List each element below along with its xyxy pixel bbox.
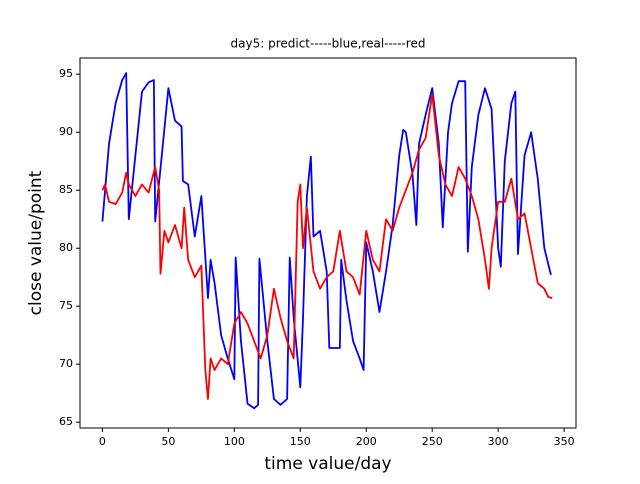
y-axis-label: close value/point [26, 170, 46, 315]
series-line [101, 72, 552, 410]
y-tick-label: 75 [59, 299, 73, 312]
x-tick-label: 50 [161, 435, 175, 448]
x-tick-label: 100 [224, 435, 245, 448]
y-tick-label: 85 [59, 183, 73, 196]
y-tick-label: 80 [59, 241, 73, 254]
x-tick-label: 350 [554, 435, 575, 448]
x-tick-label: 300 [488, 435, 509, 448]
x-axis-label: time value/day [264, 454, 391, 474]
y-tick-label: 95 [59, 67, 73, 80]
y-tick-label: 70 [59, 357, 73, 370]
x-tick-label: 0 [99, 435, 106, 448]
x-tick-label: 200 [356, 435, 377, 448]
x-tick-label: 250 [422, 435, 443, 448]
plot-frame [79, 57, 577, 429]
x-tick-label: 150 [290, 435, 311, 448]
chart-title: day5: predict-----blue,real-----red [231, 37, 426, 51]
y-tick-label: 65 [59, 415, 73, 428]
y-tick-label: 90 [59, 125, 73, 138]
series-line [101, 93, 553, 400]
